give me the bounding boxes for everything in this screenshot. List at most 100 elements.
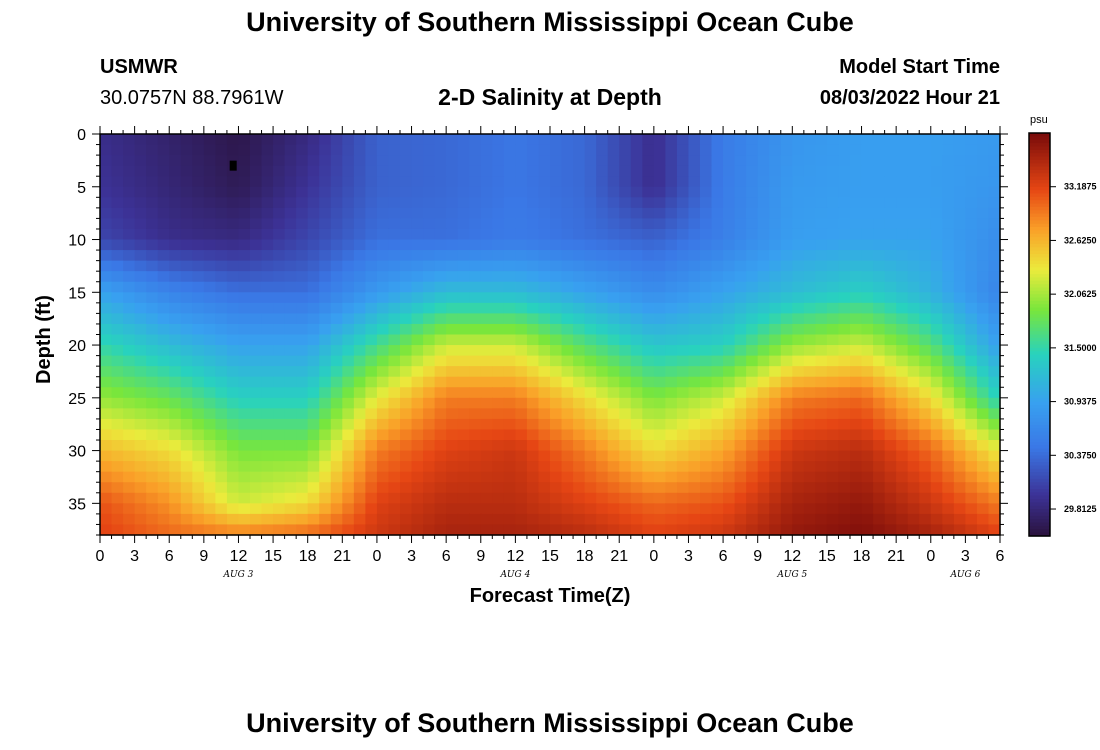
- heatmap-cell: [792, 345, 805, 357]
- heatmap-cell: [688, 250, 701, 262]
- heatmap-cell: [180, 250, 193, 262]
- heatmap-cell: [411, 513, 424, 526]
- heatmap-cell: [769, 440, 782, 452]
- heatmap-cell: [630, 450, 643, 462]
- heatmap-cell: [665, 471, 678, 483]
- heatmap-cell: [388, 387, 401, 399]
- heatmap-cell: [711, 281, 724, 293]
- heatmap-cell: [169, 418, 182, 431]
- heatmap-cell: [330, 418, 343, 431]
- heatmap-cell: [896, 503, 909, 515]
- heatmap-cell: [284, 440, 297, 452]
- heatmap-cell: [215, 228, 228, 241]
- heatmap-cell: [942, 186, 955, 198]
- heatmap-cell: [734, 134, 747, 146]
- heatmap-cell: [711, 492, 724, 504]
- heatmap-cell: [573, 345, 586, 357]
- heatmap-cell: [250, 482, 263, 494]
- heatmap-cell: [550, 355, 563, 367]
- heatmap-cell: [561, 440, 574, 452]
- heatmap-cell: [192, 239, 205, 251]
- heatmap-cell: [238, 429, 251, 441]
- heatmap-cell: [296, 503, 309, 515]
- heatmap-cell: [723, 461, 736, 473]
- heatmap-cell: [988, 271, 1001, 283]
- heatmap-cell: [815, 292, 828, 304]
- heatmap-cell: [376, 418, 390, 431]
- heatmap-cell: [573, 334, 586, 346]
- heatmap-cell: [734, 513, 747, 526]
- heatmap-cell: [446, 408, 459, 420]
- heatmap-cell: [734, 524, 747, 536]
- heatmap-cell: [469, 450, 482, 462]
- heatmap-cell: [584, 408, 597, 420]
- heatmap-cell: [411, 250, 424, 262]
- heatmap-cell: [330, 366, 343, 378]
- heatmap-cell: [388, 440, 401, 452]
- heatmap-cell: [942, 376, 955, 388]
- colorbar-segment: [1029, 169, 1050, 174]
- heatmap-cell: [157, 239, 170, 251]
- heatmap-cell: [284, 408, 297, 420]
- heatmap-cell: [250, 440, 263, 452]
- heatmap-cell: [850, 366, 863, 378]
- heatmap-cell: [146, 323, 159, 336]
- heatmap-cell: [526, 440, 540, 452]
- heatmap-cell: [538, 144, 551, 156]
- heatmap-cell: [873, 450, 886, 462]
- heatmap-cell: [838, 450, 851, 462]
- heatmap-cell: [711, 355, 724, 367]
- heatmap-cell: [988, 492, 1001, 504]
- heatmap-cell: [861, 292, 874, 304]
- heatmap-cell: [861, 144, 874, 156]
- heatmap-cell: [642, 239, 655, 251]
- colorbar-segment: [1029, 529, 1050, 534]
- heatmap-cell: [653, 228, 666, 241]
- heatmap-cell: [942, 271, 955, 283]
- heatmap-cell: [861, 366, 874, 378]
- heatmap-cell: [907, 271, 920, 283]
- colorbar-segment: [1029, 522, 1050, 527]
- heatmap-cell: [192, 334, 205, 346]
- heatmap-cell: [376, 513, 390, 526]
- heatmap-cell: [146, 408, 159, 420]
- colorbar-segment: [1029, 337, 1050, 342]
- heatmap-cell: [146, 186, 159, 198]
- heatmap-cell: [446, 513, 459, 526]
- heatmap-cell: [111, 186, 124, 198]
- heatmap-cell: [319, 418, 332, 431]
- heatmap-cell: [896, 218, 909, 230]
- heatmap-cell: [861, 387, 874, 399]
- heatmap-cell: [157, 450, 170, 462]
- heatmap-cell: [815, 345, 828, 357]
- heatmap-cell: [826, 387, 840, 399]
- heatmap-cell: [111, 302, 124, 314]
- heatmap-cell: [146, 461, 159, 473]
- heatmap-cell: [111, 355, 124, 367]
- heatmap-cell: [930, 492, 943, 504]
- heatmap-cell: [838, 471, 851, 483]
- heatmap-cell: [307, 366, 320, 378]
- heatmap-cell: [238, 376, 251, 388]
- heatmap-cell: [296, 408, 309, 420]
- heatmap-cell: [700, 250, 713, 262]
- heatmap-cell: [157, 281, 170, 293]
- heatmap-cell: [976, 313, 990, 325]
- heatmap-cell: [873, 418, 886, 431]
- heatmap-cell: [123, 323, 136, 336]
- heatmap-cell: [157, 228, 170, 241]
- heatmap-cell: [607, 418, 620, 431]
- heatmap-cell: [492, 292, 505, 304]
- heatmap-cell: [965, 513, 978, 526]
- heatmap-cell: [907, 218, 920, 230]
- heatmap-cell: [803, 302, 816, 314]
- heatmap-cell: [261, 239, 274, 251]
- heatmap-cell: [746, 482, 759, 494]
- heatmap-cell: [665, 155, 678, 167]
- heatmap-cell: [146, 376, 159, 388]
- heatmap-cell: [884, 176, 897, 188]
- heatmap-cell: [192, 366, 205, 378]
- heatmap-cell: [330, 271, 343, 283]
- heatmap-cell: [134, 260, 147, 272]
- heatmap-cell: [676, 207, 690, 220]
